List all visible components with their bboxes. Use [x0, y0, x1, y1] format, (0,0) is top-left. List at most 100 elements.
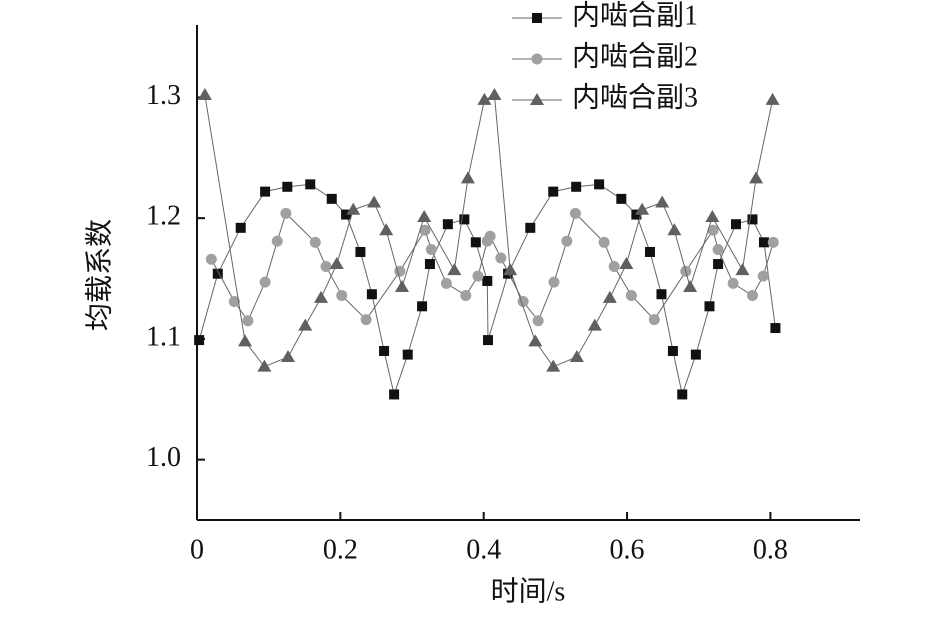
marker: [635, 202, 650, 215]
marker: [197, 88, 212, 101]
marker: [749, 171, 764, 184]
x-tick-label: 0.2: [323, 534, 358, 565]
marker: [487, 88, 502, 101]
marker: [460, 171, 475, 184]
marker: [483, 335, 494, 346]
x-tick-label: 0.8: [753, 534, 788, 565]
marker: [309, 236, 321, 248]
marker: [532, 315, 544, 327]
marker: [765, 92, 780, 105]
marker: [644, 246, 655, 257]
marker: [212, 268, 223, 279]
marker: [326, 193, 337, 204]
marker: [298, 318, 313, 331]
marker: [417, 209, 432, 222]
marker: [569, 207, 581, 219]
y-tick-label: 1.1: [146, 321, 181, 352]
marker: [477, 92, 492, 105]
x-tick-label: 0.6: [610, 534, 645, 565]
marker: [528, 334, 543, 347]
marker: [442, 219, 453, 230]
marker: [271, 235, 283, 247]
marker: [459, 214, 470, 225]
marker: [341, 209, 352, 220]
marker: [571, 181, 582, 192]
marker: [727, 277, 739, 289]
marker: [616, 193, 627, 204]
marker: [625, 289, 637, 301]
marker: [569, 350, 584, 363]
marker: [360, 314, 372, 326]
y-tick-label: 1.2: [146, 201, 181, 232]
x-axis-label: 时间/s: [491, 575, 566, 607]
marker: [419, 224, 431, 236]
marker: [587, 318, 602, 331]
marker: [282, 181, 293, 192]
marker: [205, 253, 217, 265]
marker: [402, 349, 413, 360]
x-tick-label: 0.4: [466, 534, 501, 565]
marker: [259, 276, 271, 288]
marker: [667, 223, 682, 236]
marker: [747, 214, 758, 225]
marker: [598, 236, 610, 248]
marker: [758, 237, 769, 248]
marker: [770, 323, 781, 334]
marker: [367, 195, 382, 208]
marker: [379, 223, 394, 236]
marker: [731, 219, 742, 230]
marker: [548, 186, 559, 197]
y-tick-label: 1.3: [146, 80, 181, 111]
marker: [746, 289, 758, 301]
marker: [346, 202, 361, 215]
marker: [235, 222, 246, 233]
marker: [767, 236, 779, 248]
legend-label: 内啮合副3: [572, 81, 698, 113]
marker: [394, 279, 409, 292]
marker: [228, 295, 240, 307]
marker: [280, 207, 292, 219]
legend-label: 内啮合副2: [572, 40, 698, 72]
marker: [194, 335, 205, 346]
marker: [257, 359, 272, 372]
marker: [482, 275, 493, 286]
marker: [707, 224, 719, 236]
marker: [389, 389, 400, 400]
marker: [425, 244, 437, 256]
marker: [690, 349, 701, 360]
legend-label: 内啮合副1: [572, 0, 698, 31]
marker: [548, 276, 560, 288]
marker: [757, 270, 769, 282]
marker: [712, 244, 724, 256]
marker: [677, 389, 688, 400]
marker: [713, 259, 724, 270]
marker: [379, 345, 390, 356]
legend-marker: [530, 93, 544, 105]
legend-marker: [531, 53, 543, 65]
marker: [313, 290, 328, 303]
marker: [424, 259, 435, 270]
marker: [329, 257, 344, 270]
marker: [594, 179, 605, 190]
marker: [484, 230, 496, 242]
marker: [460, 289, 472, 301]
x-tick-label: 0: [190, 534, 204, 565]
marker: [238, 334, 253, 347]
marker: [705, 209, 720, 222]
marker: [366, 289, 377, 300]
marker: [305, 179, 316, 190]
marker: [242, 315, 254, 327]
marker: [470, 237, 481, 248]
marker: [683, 279, 698, 292]
marker: [394, 265, 406, 277]
y-tick-label: 1.0: [146, 442, 181, 473]
marker: [355, 246, 366, 257]
marker: [525, 222, 536, 233]
marker: [447, 263, 462, 276]
marker: [735, 263, 750, 276]
marker: [648, 314, 660, 326]
marker: [561, 235, 573, 247]
marker: [619, 257, 634, 270]
